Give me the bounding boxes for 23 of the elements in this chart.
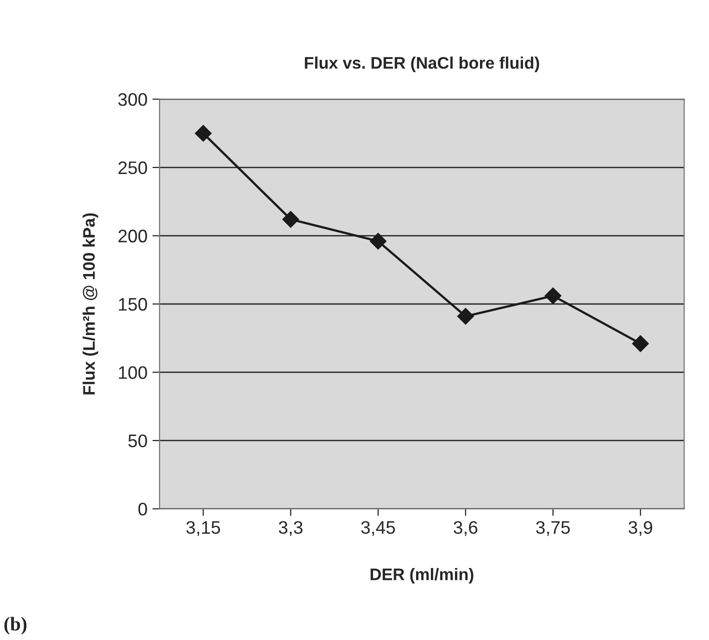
y-tick-label: 150 xyxy=(118,298,148,311)
x-tick-label: 3,3 xyxy=(278,521,302,536)
point xyxy=(282,210,300,228)
x-tick-label: 3,6 xyxy=(454,521,478,536)
chart-title: Flux vs. DER (NaCl bore fluid) xyxy=(304,56,540,72)
point xyxy=(457,308,474,325)
y-tick-label: 250 xyxy=(118,161,148,174)
y-axis-title: Flux (L/m²h @ 100 kPa) xyxy=(82,213,98,394)
y-tick-label: 0 xyxy=(138,502,148,516)
y-tick-label: 50 xyxy=(128,434,148,448)
point xyxy=(544,287,562,304)
x-tick-label: 3,9 xyxy=(628,521,652,536)
point xyxy=(632,335,649,352)
x-tick-label: 3,15 xyxy=(186,521,220,536)
x-tick-label: 3,45 xyxy=(361,521,395,536)
y-tick-label: 100 xyxy=(118,366,148,379)
y-tick-label: 200 xyxy=(118,230,148,242)
y-tick-label: 300 xyxy=(118,93,148,106)
point xyxy=(370,232,387,250)
point xyxy=(194,124,212,142)
x-axis-title: DER (ml/min) xyxy=(370,568,474,584)
x-tick-label: 3,75 xyxy=(536,521,570,536)
text: (b) xyxy=(4,616,26,635)
